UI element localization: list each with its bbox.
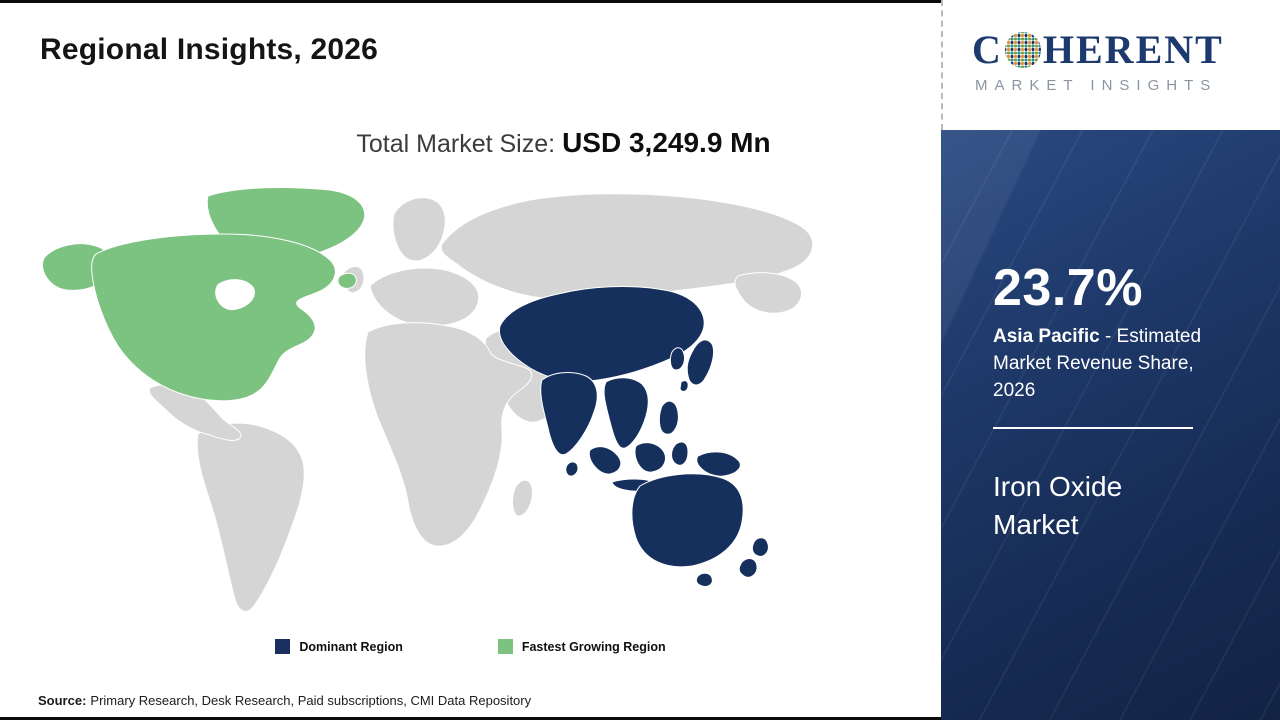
fastest-growing-label: Fastest Growing Region [521,639,666,654]
dashed-divider [941,0,943,130]
right-panel: 23.7% Asia Pacific - Estimated Market Re… [941,130,1280,720]
hudson-bay [215,279,255,311]
stat-description: Asia Pacific - Estimated Market Revenue … [993,324,1231,405]
sumatra [588,446,622,475]
world-map [42,187,814,612]
landmass-europe [369,267,480,327]
landmass-south-america [196,422,305,612]
panel-divider [993,427,1193,429]
market-name: Iron Oxide Market [993,471,1123,540]
new-guinea [696,451,741,477]
left-content: Regional Insights, 2026 Total Market Siz… [0,0,941,720]
logo-tagline: MARKET INSIGHTS [975,77,1218,94]
iceland [337,272,357,289]
china-central-asia [498,286,705,382]
map-legend: Dominant Region Fastest Growing Region [0,639,941,654]
canada-usa [91,233,336,402]
new-zealand-north [751,537,769,557]
landmass-russia-far-east [734,272,802,314]
coherent-logo: C HERENT MARKET INSIGHTS [972,30,1268,95]
legend-item-fastest-growing: Fastest Growing Region [497,639,666,654]
borneo [634,442,666,473]
landmass-russia [440,193,814,301]
other-regions [148,193,814,612]
region-north-america [42,187,366,402]
fastest-growing-swatch [497,639,513,654]
dominant-region-swatch [275,639,291,654]
tasmania [695,572,713,587]
sri-lanka [565,461,579,477]
india [540,372,598,456]
source-label: Source: [38,693,87,708]
landmass-madagascar [512,479,533,517]
japan [686,339,715,386]
sulawesi [671,441,689,466]
page-title: Regional Insights, 2026 [40,33,379,66]
source-text: Primary Research, Desk Research, Paid su… [90,693,532,708]
region-asia-pacific [498,286,769,587]
logo-wordmark: C HERENT [972,30,1268,70]
logo-letters: HERENT [1042,27,1224,72]
total-market-size: Total Market Size: USD 3,249.9 Mn [0,127,941,159]
total-market-size-value: USD 3,249.9 Mn [562,127,771,158]
dominant-region-label: Dominant Region [299,639,403,654]
stat-desc-text: - Estimated Market Revenue Share, 2026 [993,326,1202,401]
australia [631,473,744,568]
stat-value: 23.7% [993,259,1143,317]
legend-item-dominant: Dominant Region [275,639,403,654]
new-zealand-south [738,558,758,578]
landmass-scandinavia [392,197,446,262]
stat-region: Asia Pacific [993,326,1100,347]
taiwan [679,380,689,392]
philippines [658,400,679,435]
source-line: Source: Primary Research, Desk Research, … [38,693,531,708]
korea [669,347,685,371]
indochina [603,377,649,449]
logo-letter-c: C [972,27,1003,72]
globe-dots-icon [1004,32,1041,68]
total-market-size-label: Total Market Size: [356,130,556,158]
landmass-africa [364,322,533,547]
